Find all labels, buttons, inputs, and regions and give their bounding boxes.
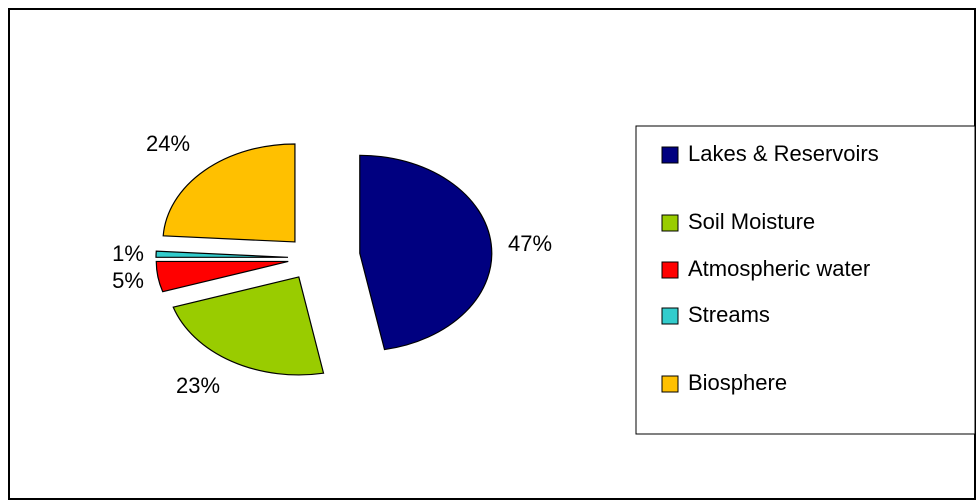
legend-swatch	[661, 307, 679, 325]
slice-label: 47%	[508, 231, 552, 256]
slice-label: 1%	[112, 241, 144, 266]
legend-swatch	[661, 261, 679, 279]
legend-label: Streams	[688, 302, 770, 327]
pie-slice	[162, 143, 296, 243]
legend-label: Atmospheric water	[688, 256, 870, 281]
pie-slice	[172, 276, 325, 376]
pie-slice	[359, 154, 493, 351]
pie-slice	[155, 260, 289, 293]
legend-box	[635, 125, 976, 435]
legend-label: Lakes & Reservoirs	[688, 141, 879, 166]
legend-label: Soil Moisture	[688, 209, 815, 234]
legend-swatch	[661, 375, 679, 393]
slice-label: 23%	[176, 373, 220, 398]
slice-label: 5%	[112, 268, 144, 293]
slice-label: 24%	[146, 131, 190, 156]
legend-swatch	[661, 146, 679, 164]
legend-swatch	[661, 214, 679, 232]
pie-slice	[155, 250, 289, 258]
legend-label: Biosphere	[688, 370, 787, 395]
